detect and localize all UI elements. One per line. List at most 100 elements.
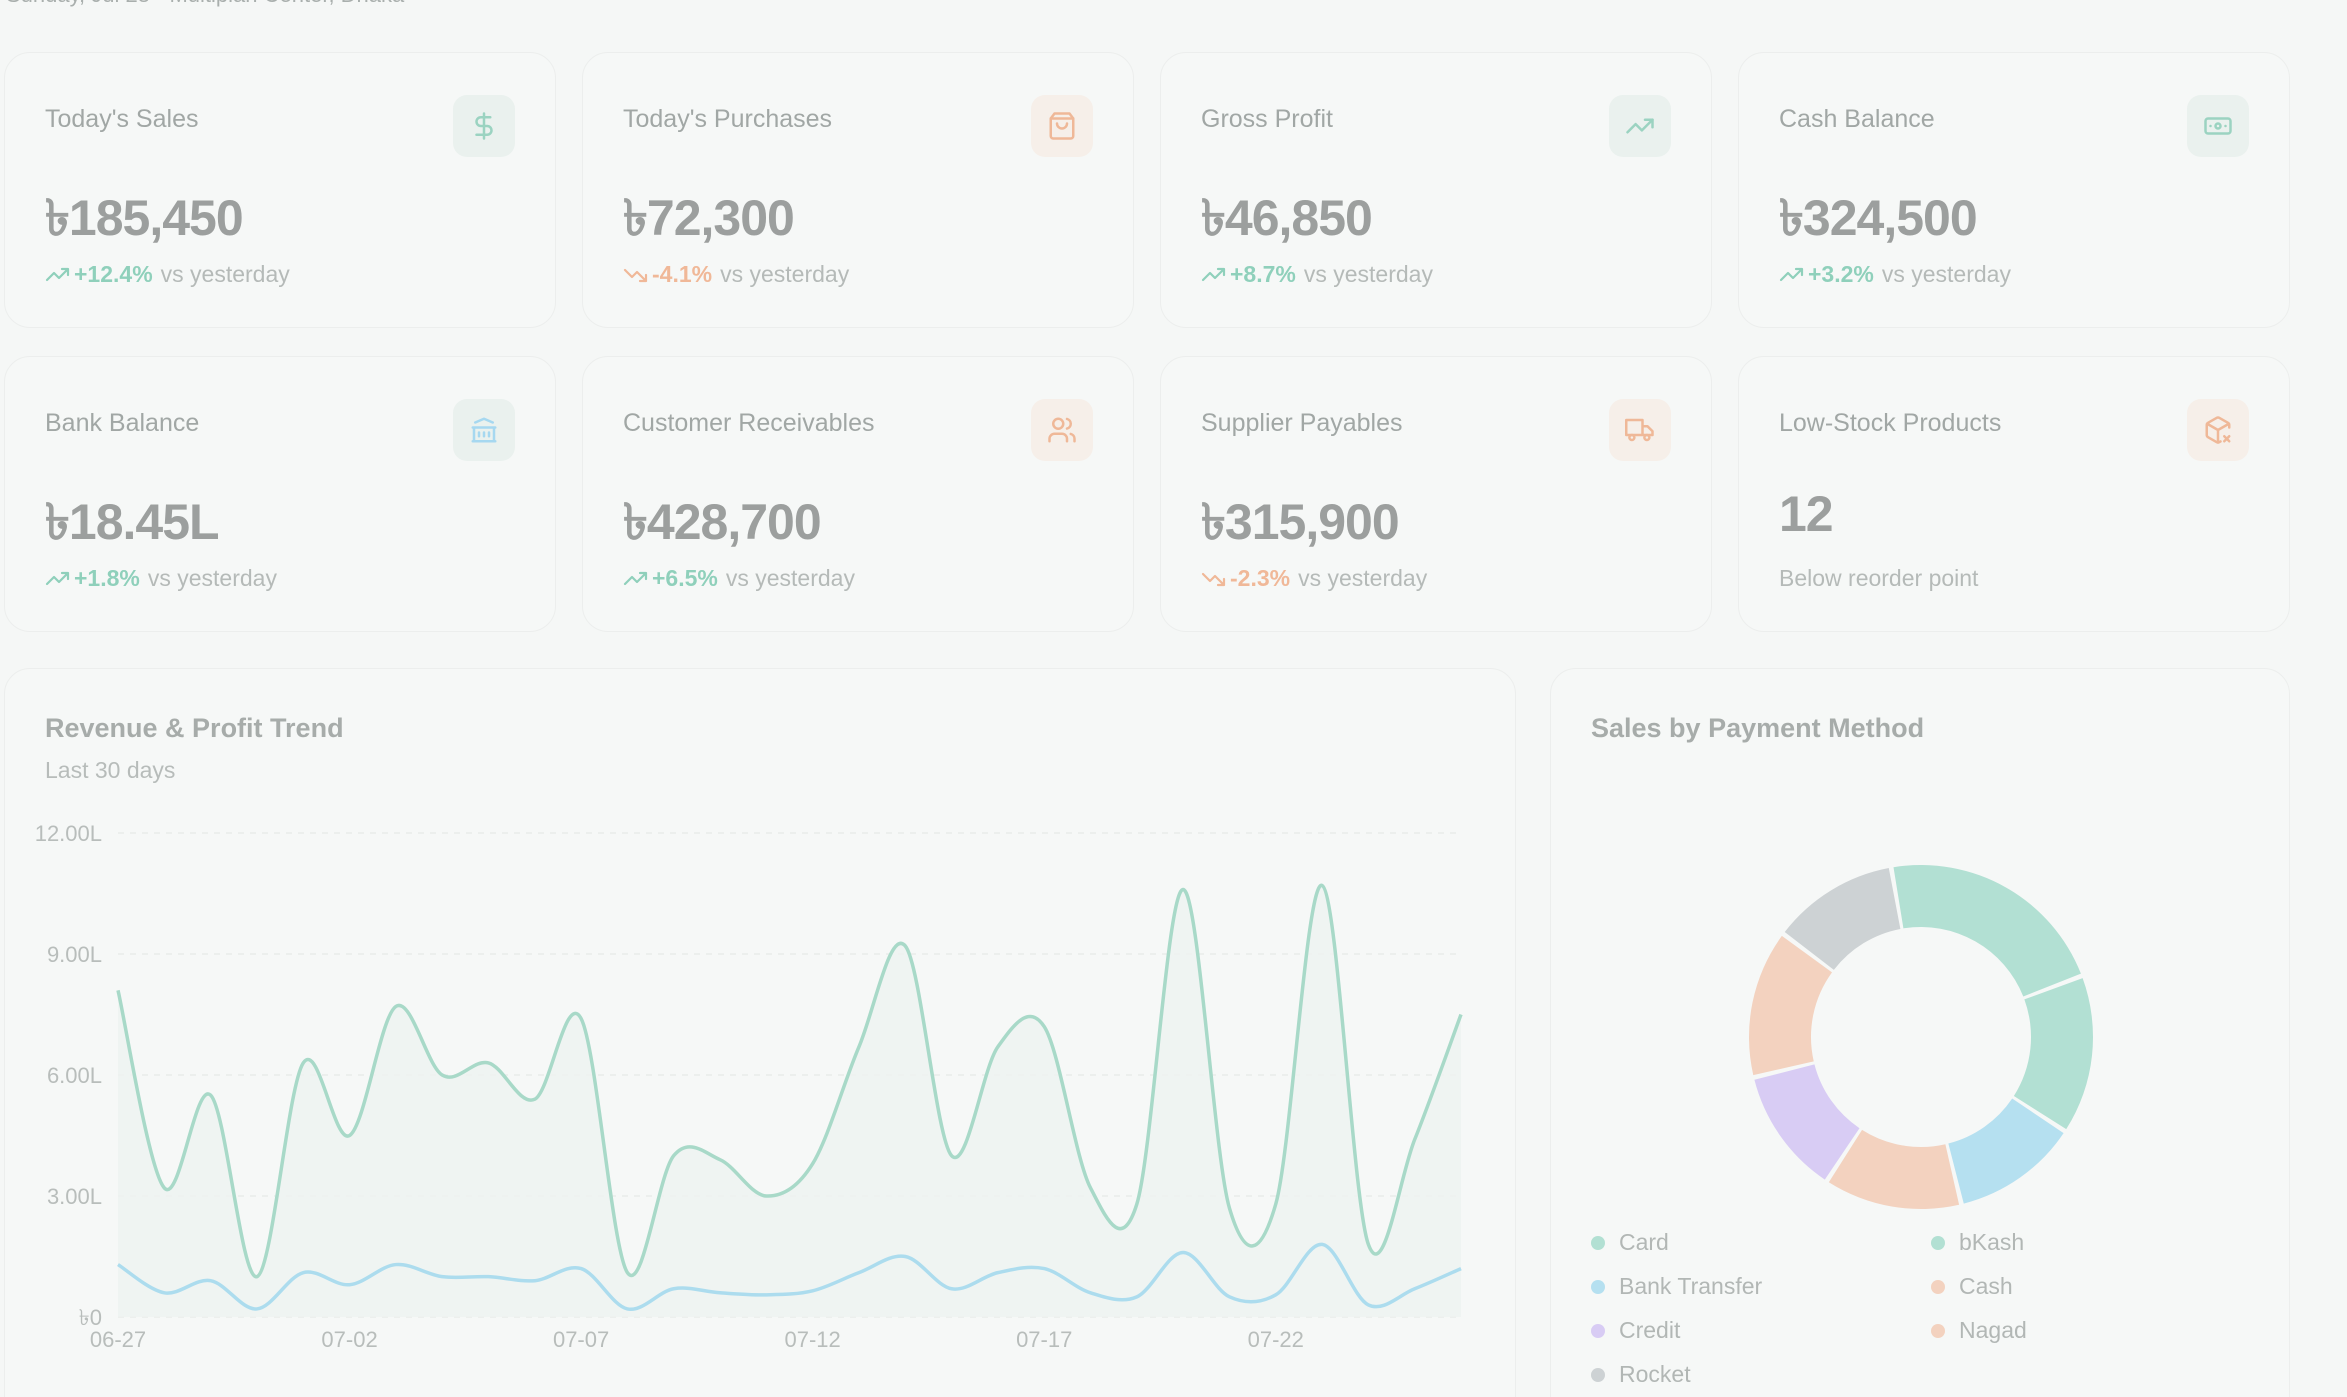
stat-card-todays-sales[interactable]: Today's Sales ৳185,450 +12.4% vs yesterd… bbox=[4, 52, 556, 328]
stat-card-gross-profit[interactable]: Gross Profit ৳46,850 +8.7% vs yesterday bbox=[1160, 52, 1712, 328]
stat-value: ৳18.45L bbox=[45, 494, 220, 550]
payment-method-donut-chart[interactable] bbox=[1551, 789, 2291, 1309]
payment-method-legend: Card bKash Bank Transfer Cash Credit Nagad Roc… bbox=[1591, 1229, 2271, 1388]
date-location-line: Sunday, Jul 28 · Multiplan Center, Dhaka bbox=[6, 0, 404, 8]
legend-item[interactable]: Card bbox=[1591, 1229, 1931, 1256]
stat-title: Today's Purchases bbox=[623, 105, 833, 133]
stat-delta: -2.3% bbox=[1230, 565, 1291, 591]
stat-note-text: Below reorder point bbox=[1779, 565, 1979, 591]
chart-title: Revenue & Profit Trend bbox=[45, 713, 344, 743]
donut-slice-bkash[interactable] bbox=[2013, 978, 2093, 1130]
x-tick-label: 07-22 bbox=[1248, 1327, 1304, 1352]
stat-card-todays-purchases[interactable]: Today's Purchases ৳72,300 -4.1% vs yeste… bbox=[582, 52, 1134, 328]
package-x-icon bbox=[2187, 399, 2249, 461]
x-tick-label: 07-07 bbox=[553, 1327, 609, 1352]
x-tick-label: 07-17 bbox=[1016, 1327, 1072, 1352]
stat-compare-label: vs yesterday bbox=[720, 261, 850, 287]
stat-value: ৳46,850 bbox=[1201, 190, 1373, 246]
stat-change: +12.4% vs yesterday bbox=[45, 261, 290, 288]
trend-down-icon bbox=[1201, 572, 1226, 586]
legend-swatch bbox=[1591, 1235, 1605, 1250]
y-tick-label: ৳0 bbox=[79, 1305, 102, 1330]
trend-up-icon bbox=[1779, 267, 1804, 281]
stat-compare-label: vs yesterday bbox=[147, 565, 277, 591]
stat-compare-label: vs yesterday bbox=[1881, 261, 2011, 287]
chart-subtitle: Last 30 days bbox=[45, 757, 176, 783]
x-tick-label: 07-02 bbox=[321, 1327, 377, 1352]
donut-slice-card[interactable] bbox=[1893, 865, 2081, 997]
trend-down-icon bbox=[623, 268, 648, 282]
legend-label: Nagad bbox=[1959, 1317, 2027, 1343]
legend-swatch bbox=[1931, 1323, 1945, 1338]
stat-title: Today's Sales bbox=[45, 105, 199, 133]
legend-item[interactable]: Bank Transfer bbox=[1591, 1273, 1931, 1300]
bank-icon bbox=[453, 399, 515, 461]
legend-label: Rocket bbox=[1619, 1361, 1691, 1387]
legend-label: Cash bbox=[1959, 1273, 2013, 1299]
stat-delta: +1.8% bbox=[74, 565, 140, 591]
legend-item[interactable]: Rocket bbox=[1591, 1361, 1931, 1388]
stat-delta: +6.5% bbox=[652, 565, 718, 591]
donut-slice-credit[interactable] bbox=[1754, 1064, 1860, 1180]
stat-value: ৳185,450 bbox=[45, 190, 244, 246]
users-icon bbox=[1031, 399, 1093, 461]
x-tick-label: 07-12 bbox=[785, 1327, 841, 1352]
legend-swatch bbox=[1591, 1323, 1605, 1338]
legend-swatch bbox=[1591, 1279, 1605, 1294]
stat-compare-label: vs yesterday bbox=[160, 261, 290, 287]
y-tick-label: 6.00L bbox=[47, 1063, 102, 1088]
legend-item[interactable]: bKash bbox=[1931, 1229, 2271, 1256]
legend-item[interactable]: Nagad bbox=[1931, 1317, 2271, 1344]
chart-title: Sales by Payment Method bbox=[1591, 713, 1925, 743]
stat-compare-label: vs yesterday bbox=[1303, 261, 1433, 287]
stat-change: +8.7% vs yesterday bbox=[1201, 261, 1433, 288]
legend-item[interactable]: Cash bbox=[1931, 1273, 2271, 1300]
stat-compare-label: vs yesterday bbox=[1298, 565, 1428, 591]
stat-card-customer-receivables[interactable]: Customer Receivables ৳428,700 +6.5% vs y… bbox=[582, 356, 1134, 632]
x-tick-label: 06-27 bbox=[90, 1327, 146, 1352]
y-tick-label: 9.00L bbox=[47, 942, 102, 967]
stat-delta: +8.7% bbox=[1230, 261, 1296, 287]
donut-slice-cash[interactable] bbox=[1828, 1129, 1960, 1209]
stat-value: ৳72,300 bbox=[623, 190, 795, 246]
truck-icon bbox=[1609, 399, 1671, 461]
legend-swatch bbox=[1591, 1367, 1605, 1382]
stat-change: -4.1% vs yesterday bbox=[623, 261, 849, 288]
payment-method-chart-panel: Sales by Payment Method Card bKash Bank Tr… bbox=[1550, 668, 2290, 1397]
stat-delta: +12.4% bbox=[74, 261, 153, 287]
stat-card-cash-balance[interactable]: Cash Balance ৳324,500 +3.2% vs yesterday bbox=[1738, 52, 2290, 328]
revenue-series-line[interactable] bbox=[116, 883, 1463, 1279]
stat-title: Low-Stock Products bbox=[1779, 409, 2002, 437]
trending-up-icon bbox=[1609, 95, 1671, 157]
y-tick-label: 12.00L bbox=[35, 821, 102, 846]
stat-title: Customer Receivables bbox=[623, 409, 875, 437]
stat-card-bank-balance[interactable]: Bank Balance ৳18.45L +1.8% vs yesterday bbox=[4, 356, 556, 632]
revenue-profit-chart[interactable]: ৳0 3.00L 6.00L 9.00L 12.00L 06-27 07-02 07-07 07… bbox=[5, 669, 1517, 1397]
profit-series-line[interactable] bbox=[117, 1242, 1462, 1311]
legend-label: Credit bbox=[1619, 1317, 1681, 1343]
stat-card-supplier-payables[interactable]: Supplier Payables ৳315,900 -2.3% vs yest… bbox=[1160, 356, 1712, 632]
donut-slice-nagad[interactable] bbox=[1749, 935, 1833, 1076]
stat-delta: +3.2% bbox=[1808, 261, 1874, 287]
revenue-profit-chart-panel: Revenue & Profit Trend Last 30 days ৳0 3.… bbox=[4, 668, 1516, 1397]
stat-title: Supplier Payables bbox=[1201, 409, 1403, 437]
trend-up-icon bbox=[623, 571, 648, 585]
stat-change: +1.8% vs yesterday bbox=[45, 565, 277, 592]
legend-label: Bank Transfer bbox=[1619, 1273, 1763, 1299]
donut-slice-rocket[interactable] bbox=[1784, 868, 1901, 970]
stat-value: ৳315,900 bbox=[1201, 494, 1400, 550]
banknote-icon bbox=[2187, 95, 2249, 157]
dollar-icon bbox=[453, 95, 515, 157]
legend-item[interactable]: Credit bbox=[1591, 1317, 1931, 1344]
legend-label: Card bbox=[1619, 1229, 1669, 1255]
donut-slice-bank-transfer[interactable] bbox=[1948, 1098, 2064, 1204]
stat-title: Cash Balance bbox=[1779, 105, 1935, 133]
stat-delta: -4.1% bbox=[652, 261, 713, 287]
stat-compare-label: vs yesterday bbox=[725, 565, 855, 591]
stat-value: ৳324,500 bbox=[1779, 190, 1978, 246]
stat-card-low-stock-products[interactable]: Low-Stock Products 12 Below reorder poin… bbox=[1738, 356, 2290, 632]
y-tick-label: 3.00L bbox=[47, 1184, 102, 1209]
stat-change: -2.3% vs yesterday bbox=[1201, 565, 1427, 592]
stat-title: Bank Balance bbox=[45, 409, 200, 437]
